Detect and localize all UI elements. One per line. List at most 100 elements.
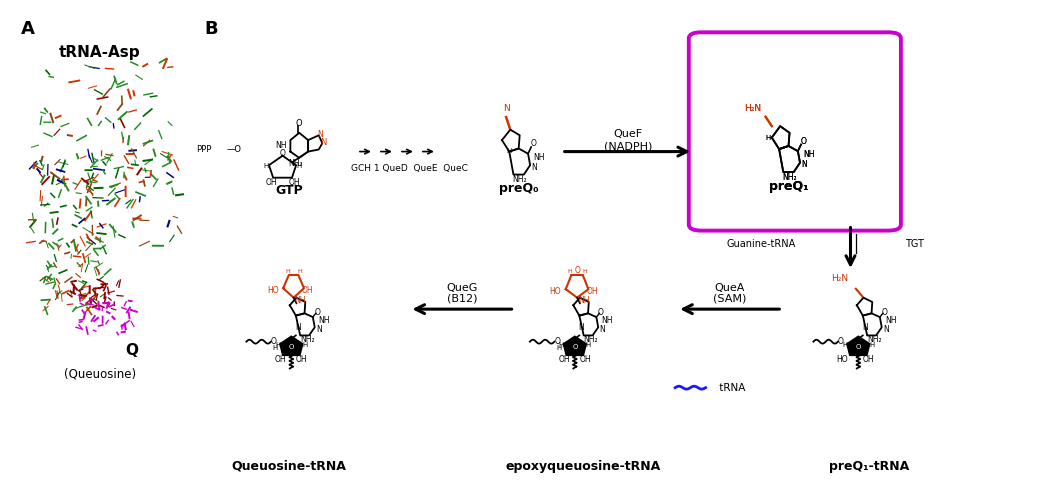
Text: OH: OH — [580, 355, 591, 364]
Text: NH₂: NH₂ — [867, 335, 882, 344]
Text: NH: NH — [602, 316, 613, 325]
Text: N: N — [801, 160, 807, 169]
Text: N: N — [579, 323, 584, 332]
Text: N: N — [801, 160, 807, 169]
Text: N: N — [316, 325, 322, 333]
Text: O: O — [554, 337, 561, 346]
Text: H: H — [506, 148, 511, 154]
Text: NH: NH — [295, 296, 306, 305]
Text: B: B — [205, 20, 218, 38]
Text: QueA: QueA — [715, 283, 744, 293]
Text: O: O — [314, 308, 320, 317]
Text: QueG: QueG — [446, 283, 478, 293]
Text: H: H — [275, 341, 280, 348]
Text: H: H — [869, 341, 875, 348]
Text: H: H — [297, 269, 302, 274]
Text: O: O — [856, 344, 861, 350]
Text: (B12): (B12) — [446, 293, 478, 303]
Text: PPP: PPP — [196, 145, 212, 154]
Text: H: H — [272, 345, 277, 351]
Text: preQ₁-tRNA: preQ₁-tRNA — [830, 460, 909, 473]
Text: HO: HO — [549, 287, 561, 297]
Text: OH: OH — [301, 286, 313, 295]
Text: O: O — [289, 344, 294, 350]
Text: —O: —O — [226, 145, 242, 154]
Text: H: H — [559, 341, 564, 348]
Text: N: N — [320, 138, 327, 147]
Text: QueF: QueF — [613, 129, 643, 139]
Text: preQ₁: preQ₁ — [769, 180, 808, 193]
Text: N: N — [295, 323, 300, 332]
Text: HO: HO — [267, 286, 278, 295]
Text: OH: OH — [587, 287, 598, 297]
Text: N: N — [531, 163, 538, 172]
Text: GTP: GTP — [275, 184, 302, 197]
Text: NH₂: NH₂ — [289, 159, 303, 167]
Text: O: O — [295, 119, 301, 128]
Text: OH: OH — [288, 178, 300, 187]
Text: N: N — [600, 325, 606, 333]
Text: O: O — [881, 308, 887, 317]
Text: O: O — [530, 139, 537, 148]
Text: NH: NH — [579, 296, 589, 305]
Text: O: O — [574, 266, 580, 275]
Text: NH: NH — [318, 316, 330, 325]
Text: H: H — [586, 341, 591, 348]
Text: OH: OH — [275, 355, 287, 364]
FancyBboxPatch shape — [689, 32, 901, 231]
Text: tRNA-Asp: tRNA-Asp — [59, 45, 141, 60]
Text: O: O — [572, 344, 578, 350]
Text: HO: HO — [836, 355, 848, 364]
Text: (SAM): (SAM) — [713, 293, 747, 303]
Text: preQ₁: preQ₁ — [769, 180, 808, 193]
Text: O: O — [838, 337, 844, 346]
Text: NH: NH — [803, 151, 815, 160]
Text: H: H — [264, 163, 269, 169]
Text: NH₂: NH₂ — [584, 335, 598, 344]
Text: H: H — [302, 341, 308, 348]
Text: H₂N: H₂N — [744, 104, 761, 113]
Text: OH: OH — [559, 355, 570, 364]
Polygon shape — [564, 336, 586, 355]
Text: H: H — [765, 135, 771, 141]
Text: GCH 1 QueD  QueE  QueC: GCH 1 QueD QueE QueC — [351, 165, 468, 173]
Text: A: A — [21, 20, 35, 38]
Text: Q: Q — [125, 343, 138, 358]
Text: (Queuosine): (Queuosine) — [64, 368, 135, 381]
Text: H: H — [296, 163, 301, 169]
Text: OH: OH — [296, 355, 308, 364]
Text: H: H — [765, 135, 771, 141]
Text: Guanine-tRNA: Guanine-tRNA — [727, 239, 796, 248]
Text: O: O — [800, 137, 806, 146]
Polygon shape — [280, 336, 302, 355]
Text: O: O — [271, 337, 277, 346]
Text: NH₂: NH₂ — [782, 173, 797, 182]
Text: N: N — [317, 130, 323, 139]
Text: O: O — [279, 149, 286, 158]
Text: H: H — [842, 341, 847, 348]
Text: OH: OH — [863, 355, 875, 364]
Text: preQ₀: preQ₀ — [499, 182, 539, 195]
Text: (NADPH): (NADPH) — [604, 142, 652, 152]
Text: N: N — [862, 323, 867, 332]
Text: H: H — [286, 269, 290, 274]
Text: NH₂: NH₂ — [300, 335, 315, 344]
Text: N: N — [883, 325, 889, 333]
Text: NH₂: NH₂ — [782, 173, 797, 182]
Text: NH: NH — [533, 153, 545, 162]
Text: epoxyqueuosine-tRNA: epoxyqueuosine-tRNA — [505, 460, 660, 473]
Text: H: H — [555, 345, 561, 351]
Text: H: H — [568, 269, 572, 274]
Text: NH₂: NH₂ — [512, 175, 527, 184]
Text: O: O — [800, 137, 806, 146]
Polygon shape — [847, 336, 869, 355]
Text: tRNA: tRNA — [716, 383, 745, 393]
Text: NH: NH — [276, 141, 288, 150]
Text: H: H — [582, 269, 587, 274]
Text: NH: NH — [885, 316, 897, 325]
Text: O: O — [597, 308, 604, 317]
Text: OH: OH — [266, 178, 277, 187]
Text: H₂N: H₂N — [744, 104, 761, 113]
Text: H₂N: H₂N — [832, 274, 848, 283]
Text: NH: NH — [803, 151, 815, 160]
